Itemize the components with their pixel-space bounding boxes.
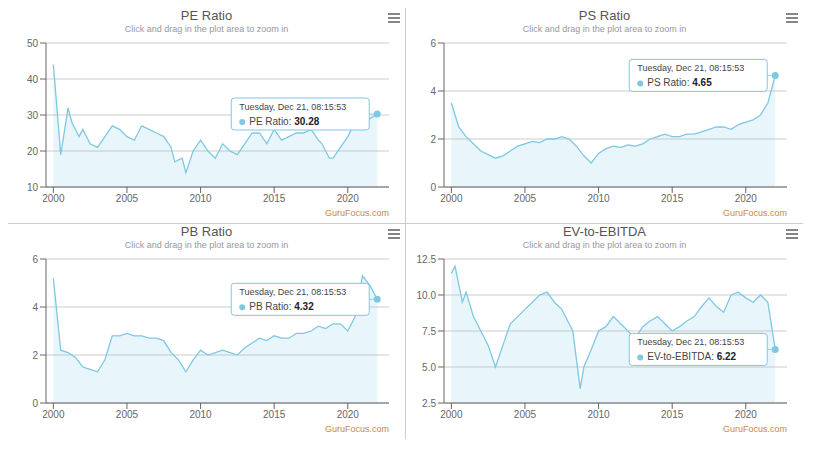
svg-text:7.5: 7.5 bbox=[422, 326, 436, 337]
html-text:GuruFocus.com: GuruFocus.com bbox=[723, 424, 787, 434]
svg-text:2010: 2010 bbox=[587, 409, 610, 420]
svg-text:2000: 2000 bbox=[42, 193, 65, 204]
svg-text:2000: 2000 bbox=[42, 409, 65, 420]
svg-text:2015: 2015 bbox=[661, 409, 684, 420]
svg-text:2005: 2005 bbox=[116, 193, 139, 204]
html-text:Click and drag in the plot are: Click and drag in the plot area to zoom … bbox=[522, 240, 687, 250]
svg-text:2: 2 bbox=[430, 134, 436, 145]
svg-text:Tuesday, Dec 21, 08:15:53: Tuesday, Dec 21, 08:15:53 bbox=[239, 287, 346, 297]
svg-text:0: 0 bbox=[430, 182, 436, 193]
svg-text:Tuesday, Dec 21, 08:15:53: Tuesday, Dec 21, 08:15:53 bbox=[239, 102, 346, 112]
svg-text:5.0: 5.0 bbox=[422, 362, 436, 373]
svg-text:PB Ratio: 4.32: PB Ratio: 4.32 bbox=[249, 301, 314, 312]
html-text:EV-to-EBITDA: EV-to-EBITDA bbox=[563, 224, 646, 239]
svg-text:2010: 2010 bbox=[189, 193, 212, 204]
svg-text:PE Ratio: 30.28: PE Ratio: 30.28 bbox=[249, 116, 319, 127]
html-text:PB Ratio: PB Ratio bbox=[180, 224, 233, 239]
svg-text:20: 20 bbox=[27, 146, 39, 157]
svg-text:2015: 2015 bbox=[263, 409, 286, 420]
svg-text:4: 4 bbox=[430, 86, 436, 97]
svg-text:2010: 2010 bbox=[189, 409, 212, 420]
html-text:PE Ratio: PE Ratio bbox=[180, 8, 233, 23]
svg-text:10.0: 10.0 bbox=[417, 290, 437, 301]
svg-text:2015: 2015 bbox=[661, 193, 684, 204]
svg-text:2015: 2015 bbox=[263, 193, 286, 204]
html-text:GuruFocus.com: GuruFocus.com bbox=[325, 208, 389, 218]
svg-text:EV-to-EBITDA: 6.22: EV-to-EBITDA: 6.22 bbox=[647, 351, 736, 362]
html-text:Click and drag in the plot are: Click and drag in the plot area to zoom … bbox=[124, 24, 289, 34]
svg-text:50: 50 bbox=[27, 38, 39, 49]
svg-text:2005: 2005 bbox=[514, 409, 537, 420]
svg-text:12.5: 12.5 bbox=[417, 254, 437, 265]
html-text:Click and drag in the plot are: Click and drag in the plot area to zoom … bbox=[522, 24, 687, 34]
html-text:Click and drag in the plot are: Click and drag in the plot area to zoom … bbox=[124, 240, 289, 250]
svg-text:Tuesday, Dec 21, 08:15:53: Tuesday, Dec 21, 08:15:53 bbox=[637, 337, 744, 347]
svg-text:2000: 2000 bbox=[440, 409, 463, 420]
html-text:PS Ratio: PS Ratio bbox=[578, 8, 631, 23]
svg-text:2020: 2020 bbox=[735, 409, 758, 420]
svg-text:4: 4 bbox=[32, 302, 38, 313]
html-text:GuruFocus.com: GuruFocus.com bbox=[723, 208, 787, 218]
html-text:GuruFocus.com: GuruFocus.com bbox=[325, 424, 389, 434]
svg-text:2010: 2010 bbox=[587, 193, 610, 204]
svg-text:40: 40 bbox=[27, 74, 39, 85]
svg-text:2020: 2020 bbox=[337, 193, 360, 204]
svg-text:6: 6 bbox=[32, 254, 38, 265]
svg-text:30: 30 bbox=[27, 110, 39, 121]
svg-text:10: 10 bbox=[27, 182, 39, 193]
svg-text:0: 0 bbox=[32, 398, 38, 409]
svg-text:Tuesday, Dec 21, 08:15:53: Tuesday, Dec 21, 08:15:53 bbox=[637, 63, 744, 73]
svg-text:6: 6 bbox=[430, 38, 436, 49]
svg-text:PS Ratio: 4.65: PS Ratio: 4.65 bbox=[647, 77, 712, 88]
svg-text:2000: 2000 bbox=[440, 193, 463, 204]
svg-text:2.5: 2.5 bbox=[422, 398, 436, 409]
svg-text:2005: 2005 bbox=[514, 193, 537, 204]
svg-text:2: 2 bbox=[32, 350, 38, 361]
svg-text:2005: 2005 bbox=[116, 409, 139, 420]
svg-text:2020: 2020 bbox=[337, 409, 360, 420]
svg-text:2020: 2020 bbox=[735, 193, 758, 204]
